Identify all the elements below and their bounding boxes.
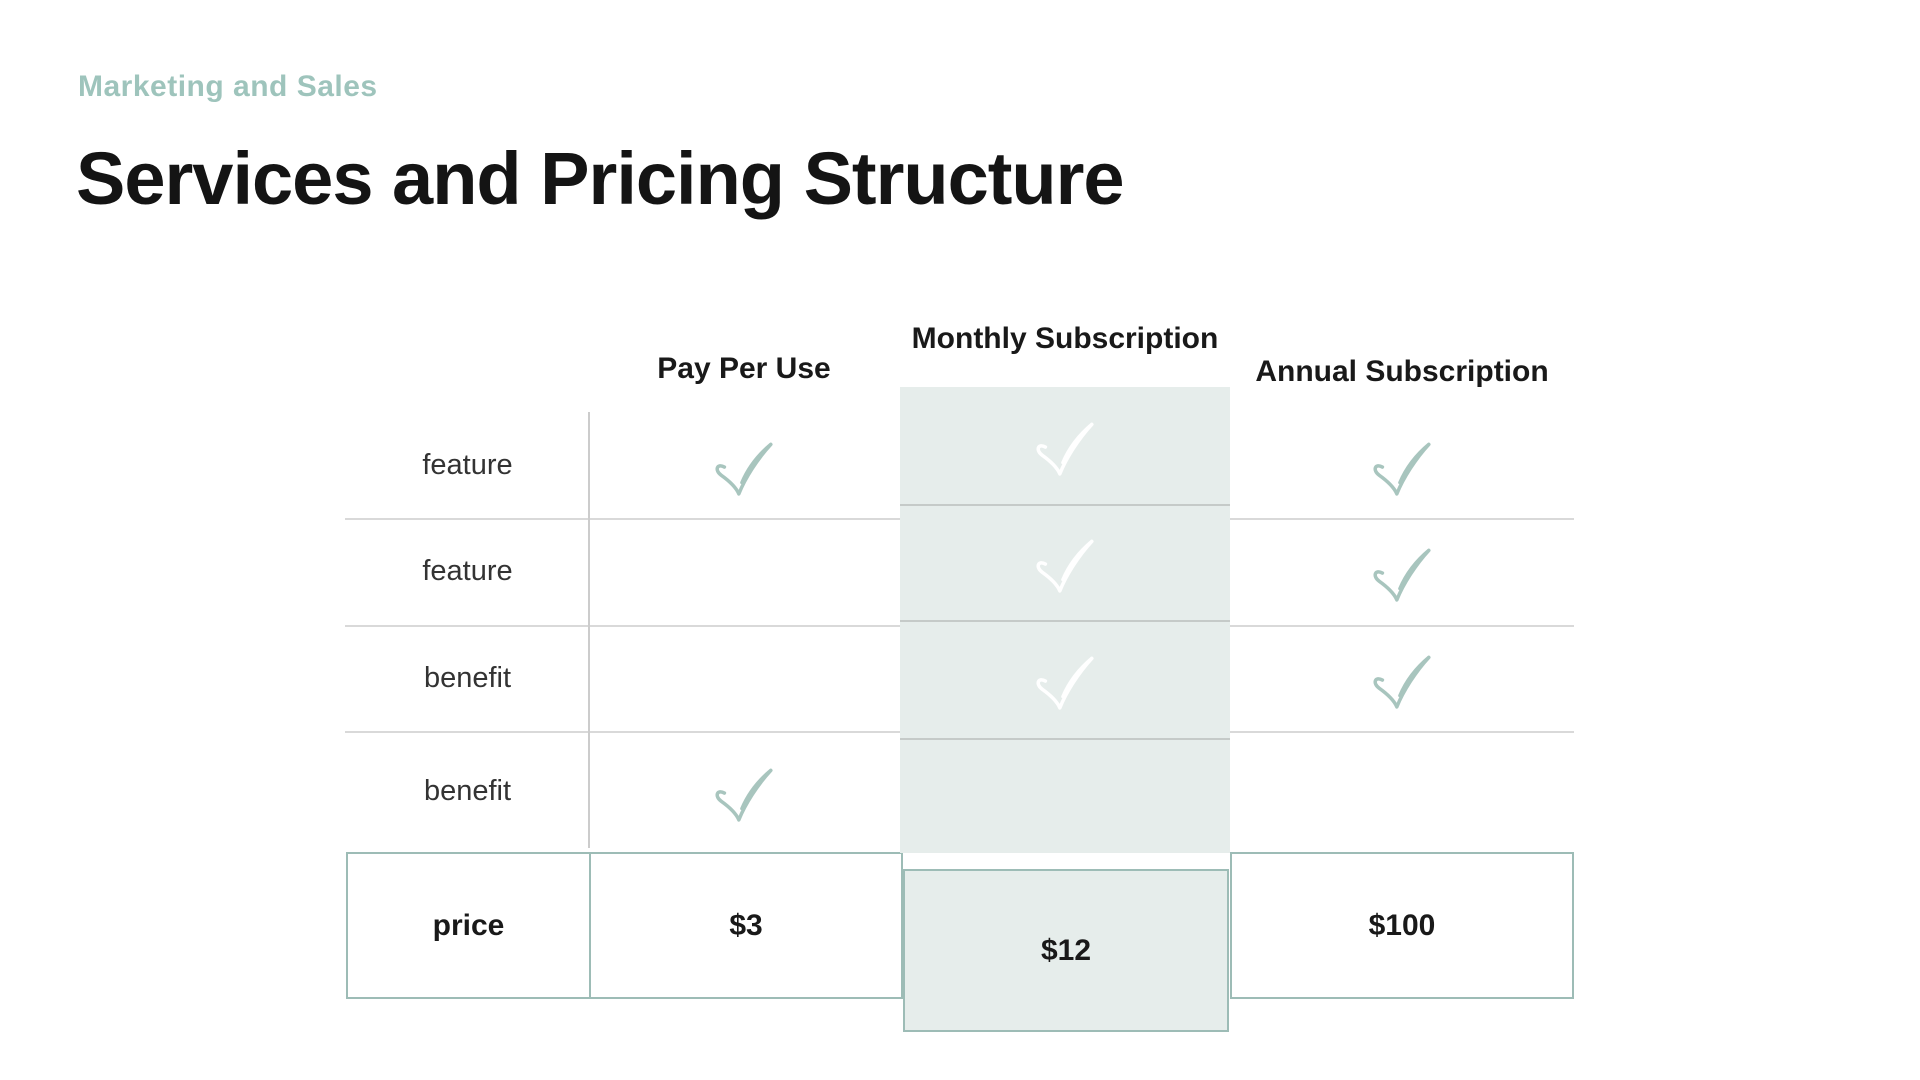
page-title: Services and Pricing Structure — [76, 137, 1125, 220]
check-cell — [708, 535, 780, 607]
price-box-monthly: $12 — [903, 869, 1229, 1032]
row-divider — [900, 620, 1230, 622]
price-box-left: price $3 — [346, 852, 903, 999]
check-icon — [1373, 655, 1431, 709]
check-cell — [708, 429, 780, 501]
check-icon — [715, 768, 773, 822]
price-box-annual: $100 — [1230, 852, 1574, 999]
check-cell — [1029, 526, 1101, 598]
slide-eyebrow: Marketing and Sales — [78, 70, 378, 103]
check-cell — [1029, 643, 1101, 715]
row-label-feature-1: feature — [422, 449, 513, 481]
column-header-pay-per-use: Pay Per Use — [657, 352, 831, 385]
check-icon — [1373, 548, 1431, 602]
check-cell — [1366, 535, 1438, 607]
check-icon — [1036, 656, 1094, 710]
column-divider — [588, 412, 590, 848]
row-divider — [900, 504, 1230, 506]
check-cell — [1366, 755, 1438, 827]
column-header-annual-subscription: Annual Subscription — [1255, 355, 1549, 388]
check-cell — [708, 755, 780, 827]
check-icon — [1036, 422, 1094, 476]
check-icon — [1373, 442, 1431, 496]
column-header-monthly-subscription: Monthly Subscription — [911, 322, 1219, 355]
row-label-feature-2: feature — [422, 555, 513, 587]
check-cell — [1029, 409, 1101, 481]
check-icon — [715, 442, 773, 496]
row-divider — [900, 738, 1230, 740]
price-row-label: price — [432, 908, 505, 942]
row-label-benefit-1: benefit — [423, 662, 512, 694]
check-cell — [1366, 642, 1438, 714]
price-pay-per-use: $3 — [729, 908, 763, 942]
price-cell-divider — [589, 854, 591, 997]
row-label-benefit-2: benefit — [423, 775, 512, 807]
check-cell — [708, 642, 780, 714]
price-monthly: $12 — [1040, 933, 1092, 967]
check-icon — [1036, 539, 1094, 593]
price-annual: $100 — [1368, 908, 1436, 942]
check-cell — [1366, 429, 1438, 501]
check-cell — [1029, 759, 1101, 831]
